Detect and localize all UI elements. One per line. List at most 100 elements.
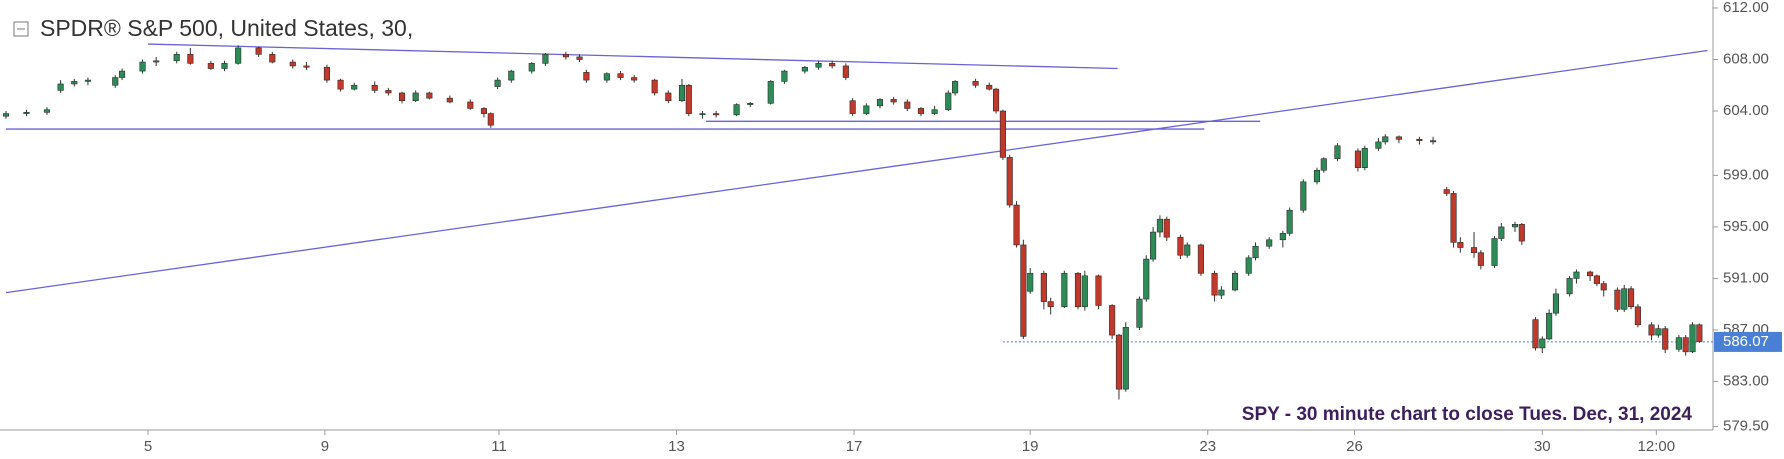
candle-body: [1382, 136, 1389, 143]
annotation: SPY - 30 minute chart to close Tues. Dec…: [1242, 404, 1693, 425]
candle-body: [1313, 169, 1321, 183]
candle-body: [986, 84, 993, 90]
candle-body: [1600, 283, 1607, 291]
candle-body: [1040, 272, 1047, 302]
candle-body: [1109, 305, 1116, 336]
candle-body: [1511, 224, 1519, 228]
candle-body: [1354, 150, 1361, 168]
y-tick-label: 599.00: [1723, 166, 1769, 183]
candle-body: [84, 79, 91, 82]
candle-body: [733, 104, 740, 116]
candle-body: [1375, 141, 1382, 149]
candle-body: [1177, 236, 1184, 256]
candle-body: [1477, 252, 1484, 266]
candle-body: [1320, 158, 1327, 171]
candle-body: [972, 81, 979, 86]
candle-body: [385, 90, 392, 94]
candle-body: [1156, 218, 1163, 233]
candle-body: [1621, 288, 1628, 310]
candle-body: [139, 61, 146, 72]
candle-body: [849, 100, 856, 114]
candle-body: [863, 105, 870, 114]
y-tick-label: 583.00: [1723, 372, 1769, 389]
candle-body: [1122, 327, 1129, 390]
candle-body: [207, 63, 214, 69]
candle-body: [815, 63, 822, 68]
candle-body: [713, 113, 720, 116]
candle-body: [1184, 244, 1191, 256]
candle-body: [583, 72, 590, 81]
candle-body: [603, 73, 610, 81]
x-tick-label: 30: [1534, 438, 1551, 455]
candle-body: [1573, 271, 1580, 279]
candle-body: [412, 92, 419, 102]
candle-body: [467, 101, 474, 109]
y-tick-label: 612.00: [1723, 0, 1769, 16]
candle-body: [801, 66, 808, 72]
candle-body: [1443, 189, 1450, 194]
candle-body: [952, 81, 959, 94]
candle-body: [1655, 328, 1662, 336]
candle-body: [187, 54, 194, 64]
candle-body: [1634, 306, 1641, 326]
candle-body: [1211, 272, 1218, 296]
trendline: [5, 49, 1708, 294]
candle-body: [1300, 181, 1307, 211]
candle-body: [1491, 238, 1498, 266]
candle-body: [1696, 324, 1703, 342]
x-tick-label: 9: [321, 438, 329, 455]
candle-body: [1218, 289, 1225, 296]
candle-body: [112, 77, 119, 86]
candle-body: [917, 108, 925, 114]
candle-body: [1552, 293, 1560, 314]
candle-body: [494, 79, 501, 87]
candle-body: [665, 92, 672, 102]
candle-body: [699, 113, 706, 115]
candle-body: [904, 101, 911, 109]
candle-body: [446, 97, 453, 103]
candle-body: [1136, 298, 1143, 328]
candle-body: [1334, 145, 1341, 159]
chart-title: SPDR® S&P 500, United States, 30,: [40, 15, 413, 41]
candle-body: [576, 56, 583, 60]
candle-body: [842, 65, 849, 78]
candle-body: [235, 47, 242, 64]
x-tick-label: 5: [144, 438, 152, 455]
candle-body: [1614, 289, 1621, 310]
candle-body: [678, 84, 686, 102]
candle-body: [1286, 209, 1293, 234]
candle-body: [351, 84, 358, 90]
candle-body: [43, 109, 51, 113]
y-tick-label: 608.00: [1723, 50, 1769, 67]
candle-body: [1457, 242, 1464, 248]
candle-body: [562, 54, 569, 58]
candle-body: [508, 70, 515, 81]
last-price-label: 586.07: [1723, 333, 1769, 350]
candle-body: [1648, 324, 1655, 336]
candle-body: [173, 54, 180, 62]
candle-body: [1163, 218, 1170, 238]
candle-body: [255, 47, 262, 55]
candle-body: [1095, 275, 1102, 306]
candle-body: [651, 79, 658, 94]
candle-body: [617, 73, 624, 78]
x-tick-label: 12:00: [1638, 438, 1676, 455]
candle-body: [1074, 272, 1082, 308]
candle-body: [993, 88, 1000, 112]
candle-body: [1539, 338, 1546, 349]
candle-body: [71, 81, 78, 85]
candle-body: [323, 66, 330, 81]
candle-body: [1361, 148, 1368, 168]
candle-body: [1430, 140, 1437, 143]
candle-body: [1061, 272, 1068, 308]
candle-body: [1470, 247, 1478, 253]
x-tick-label: 19: [1022, 438, 1039, 455]
candle-body: [1587, 271, 1594, 277]
candle-body: [480, 108, 488, 114]
candle-body: [1245, 257, 1252, 274]
candle-body: [631, 77, 638, 81]
candle-body: [890, 99, 897, 103]
candle-body: [57, 83, 64, 91]
x-tick-label: 13: [668, 438, 685, 455]
